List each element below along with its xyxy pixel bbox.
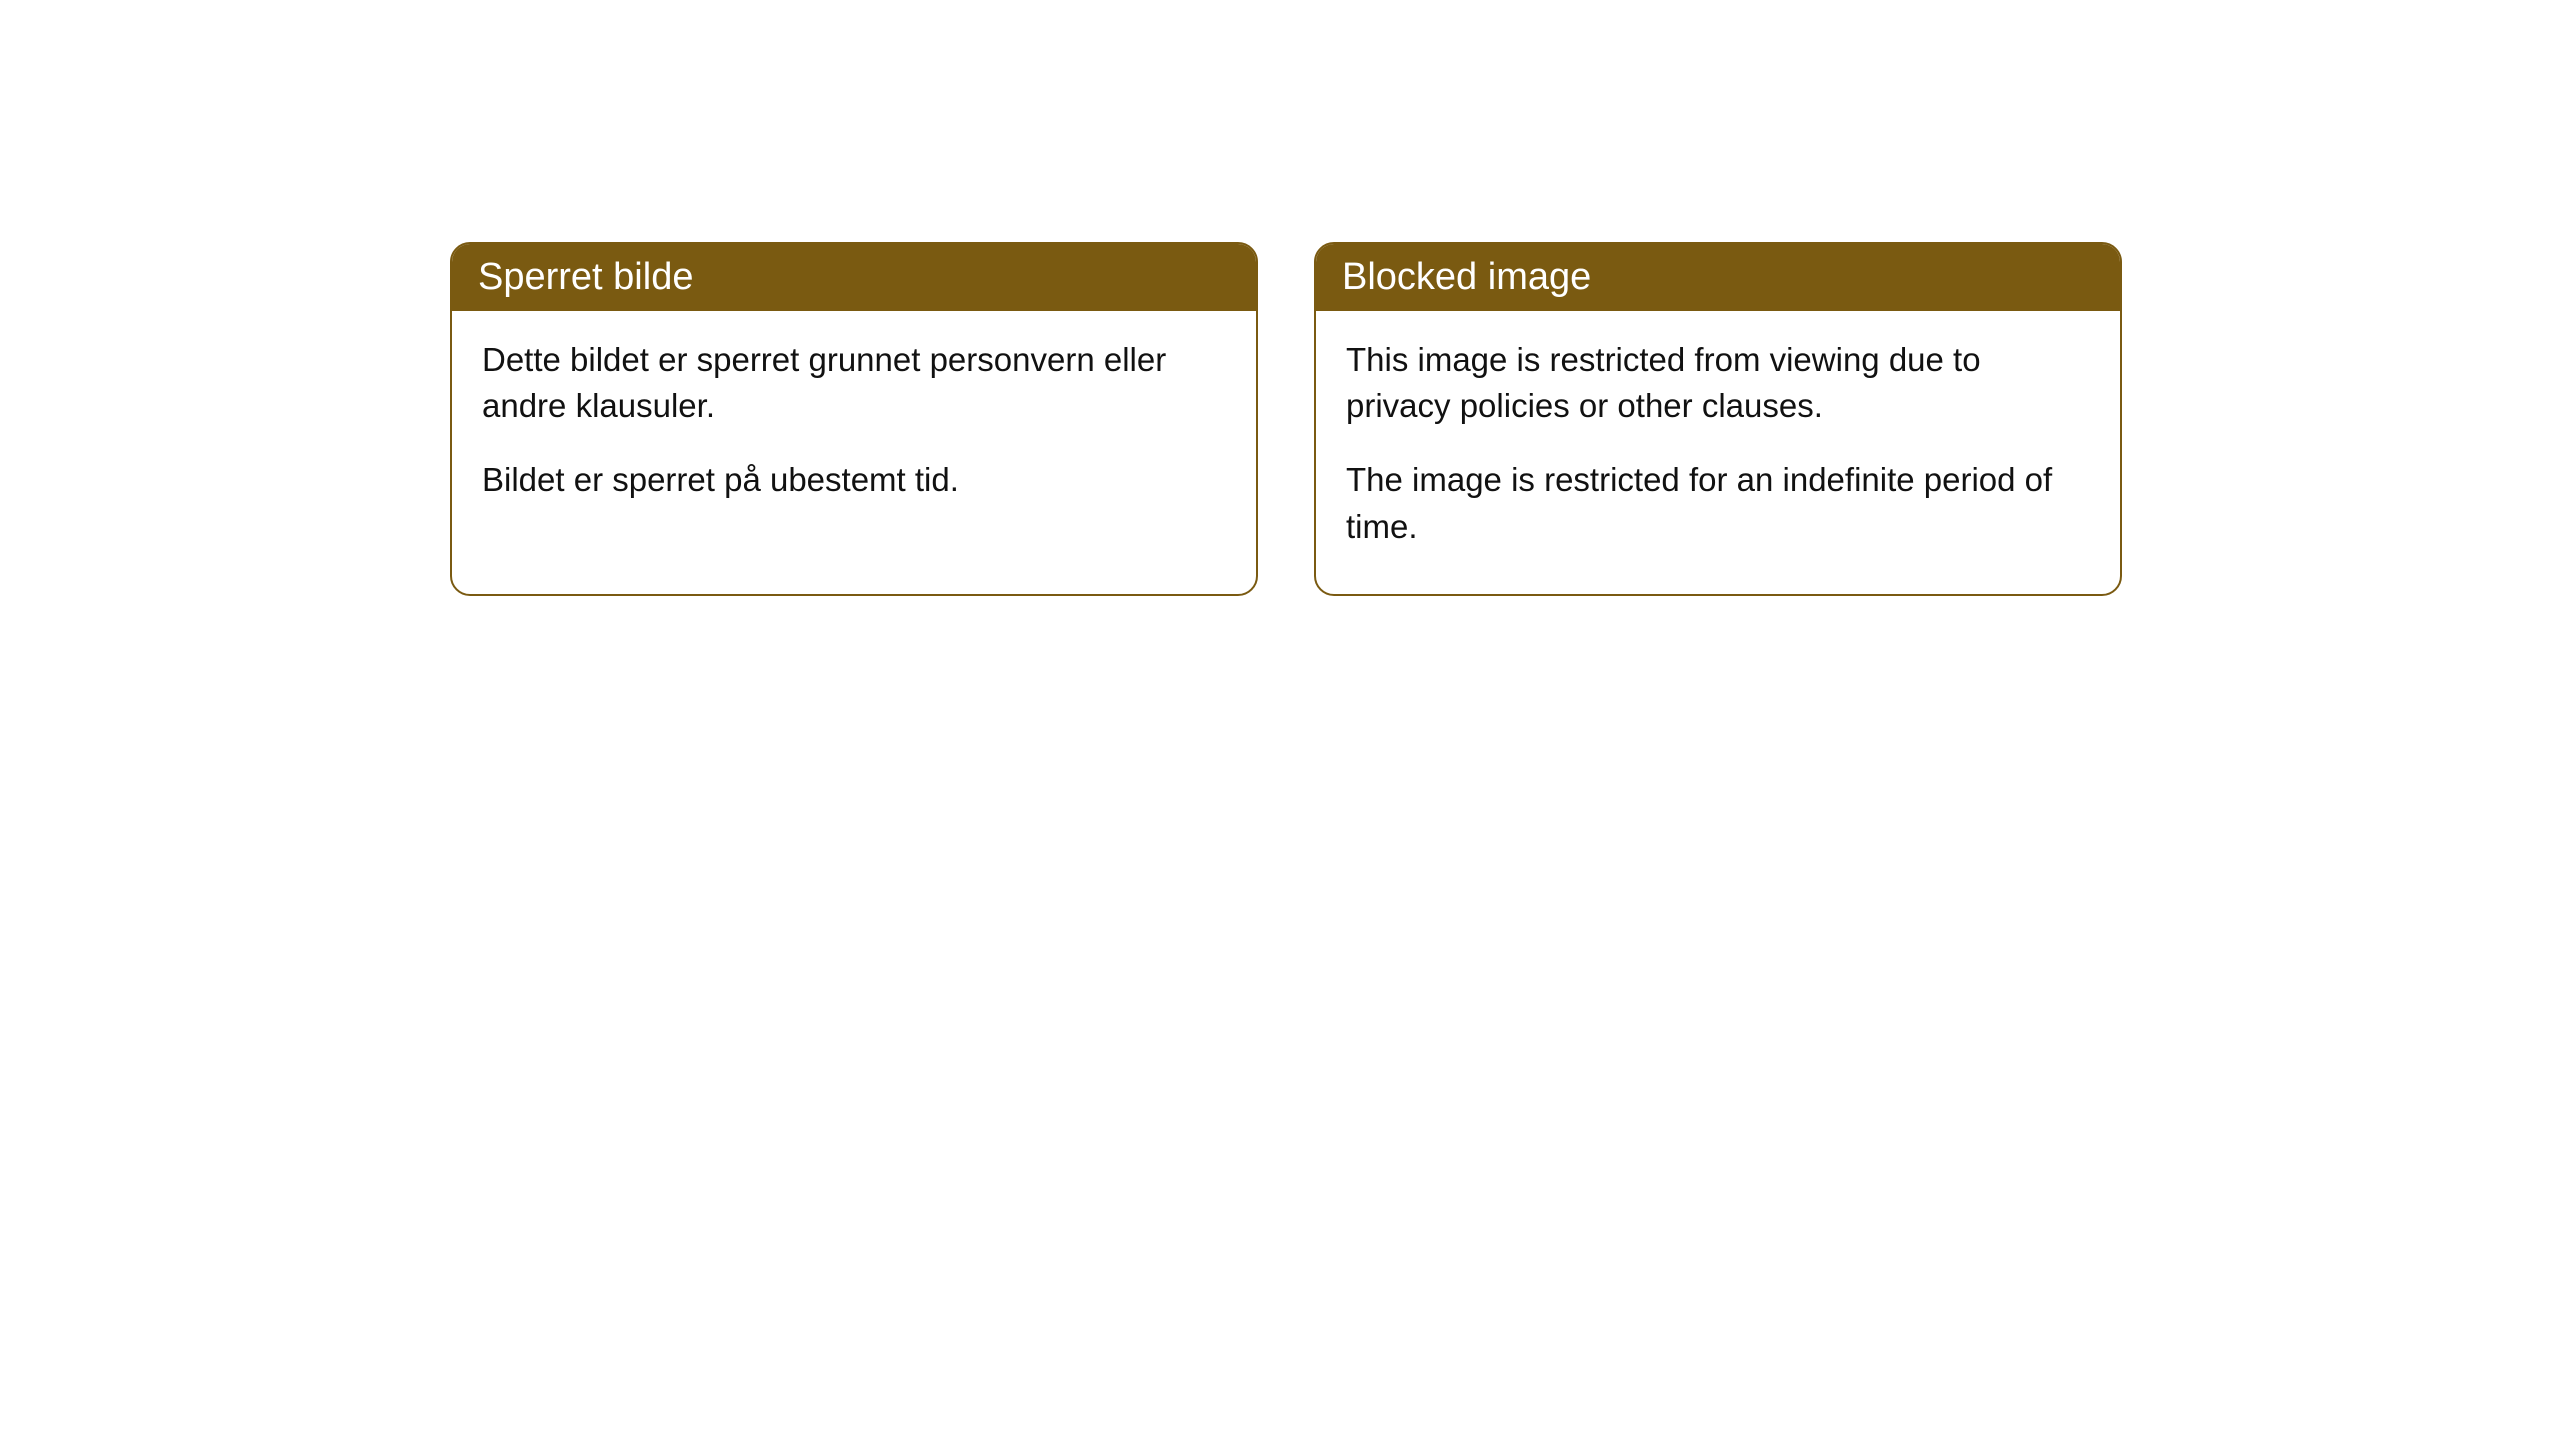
notice-text: Bildet er sperret på ubestemt tid.: [482, 457, 1226, 503]
notice-text: Dette bildet er sperret grunnet personve…: [482, 337, 1226, 429]
blocked-image-card-english: Blocked image This image is restricted f…: [1314, 242, 2122, 596]
notice-container: Sperret bilde Dette bildet er sperret gr…: [0, 0, 2560, 596]
card-header-norwegian: Sperret bilde: [452, 244, 1256, 311]
card-header-english: Blocked image: [1316, 244, 2120, 311]
blocked-image-card-norwegian: Sperret bilde Dette bildet er sperret gr…: [450, 242, 1258, 596]
notice-text: This image is restricted from viewing du…: [1346, 337, 2090, 429]
card-body-english: This image is restricted from viewing du…: [1316, 311, 2120, 594]
notice-text: The image is restricted for an indefinit…: [1346, 457, 2090, 549]
card-body-norwegian: Dette bildet er sperret grunnet personve…: [452, 311, 1256, 548]
